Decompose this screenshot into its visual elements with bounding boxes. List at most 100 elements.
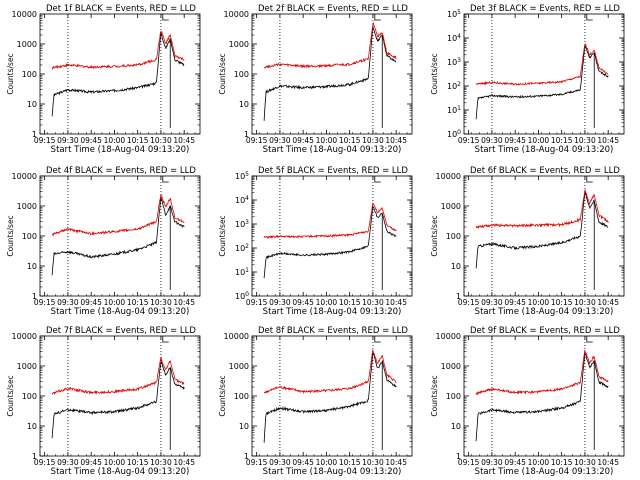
y-tick-label: 10000 bbox=[224, 332, 249, 341]
y-axis-label: Counts/sec bbox=[218, 53, 227, 94]
y-tick-label: 100 bbox=[447, 129, 461, 139]
detector-plot-1: Det 1f BLACK = Events, RED = LLD 1 10 100 10… bbox=[6, 4, 201, 155]
y-tick-label: 1000 bbox=[17, 40, 37, 49]
x-axis-label: Start Time (18-Aug-04 09:13:20) bbox=[51, 307, 190, 317]
chart-title: Det 1f BLACK = Events, RED = LLD bbox=[46, 4, 196, 14]
interval-marker bbox=[374, 176, 381, 183]
detector-plot-2: Det 2f BLACK = Events, RED = LLD 1 10 100 10… bbox=[218, 4, 413, 155]
x-tick-label: 10:00 bbox=[316, 458, 338, 467]
x-tick-label: 10:15 bbox=[339, 298, 361, 307]
plot-frame bbox=[39, 335, 201, 457]
x-tick-label: 10:45 bbox=[385, 298, 407, 307]
y-tick-label: 101 bbox=[235, 267, 249, 277]
y-tick-label: 104 bbox=[447, 33, 461, 43]
y-tick-label: 10 bbox=[451, 262, 461, 271]
interval-marker bbox=[374, 336, 381, 343]
detector-plot-3: Det 3f BLACK = Events, RED = LLD 100 101 10… bbox=[430, 4, 625, 155]
x-tick-label: 10:15 bbox=[127, 136, 149, 145]
detector-plot-6: Det 6f BLACK = Events, RED = LLD 1 10 100 10… bbox=[430, 166, 625, 317]
x-tick-label: 09:45 bbox=[292, 458, 314, 467]
x-tick-label: 10:30 bbox=[150, 298, 172, 307]
interval-marker bbox=[374, 14, 381, 21]
x-tick-label: 10:30 bbox=[150, 136, 172, 145]
x-tick-label: 09:15 bbox=[458, 458, 480, 467]
y-axis-label: Counts/sec bbox=[6, 215, 15, 256]
plot-frame bbox=[251, 335, 413, 457]
interval-marker bbox=[162, 176, 169, 183]
y-tick-label: 1 bbox=[244, 130, 249, 139]
x-tick-label: 09:15 bbox=[34, 298, 56, 307]
x-tick-label: 09:15 bbox=[458, 136, 480, 145]
y-tick-label: 1000 bbox=[229, 362, 249, 371]
x-tick-label: 09:45 bbox=[80, 458, 102, 467]
x-tick-label: 09:30 bbox=[57, 458, 79, 467]
x-axis-label: Start Time (18-Aug-04 09:13:20) bbox=[51, 467, 190, 477]
x-axis-label: Start Time (18-Aug-04 09:13:20) bbox=[263, 145, 402, 155]
events-series-line bbox=[475, 351, 609, 442]
y-tick-label: 1 bbox=[456, 292, 461, 301]
x-tick-label: 09:15 bbox=[34, 458, 56, 467]
events-series-line bbox=[263, 26, 397, 121]
x-tick-label: 10:15 bbox=[551, 298, 573, 307]
x-tick-label: 09:45 bbox=[292, 136, 314, 145]
y-tick-label: 10000 bbox=[12, 332, 37, 341]
x-tick-label: 10:00 bbox=[104, 136, 126, 145]
lld-series-line bbox=[263, 202, 397, 239]
y-tick-label: 100 bbox=[235, 291, 249, 301]
x-tick-label: 10:15 bbox=[551, 458, 573, 467]
y-tick-label: 105 bbox=[447, 9, 461, 19]
y-tick-label: 1 bbox=[456, 452, 461, 461]
x-tick-label: 10:30 bbox=[574, 298, 596, 307]
x-tick-label: 09:15 bbox=[246, 458, 268, 467]
y-axis-label: Counts/sec bbox=[218, 375, 227, 416]
y-tick-label: 100 bbox=[234, 392, 249, 401]
x-axis-label: Start Time (18-Aug-04 09:13:20) bbox=[475, 307, 614, 317]
y-tick-label: 105 bbox=[235, 171, 249, 181]
y-tick-label: 100 bbox=[234, 70, 249, 79]
chart-title: Det 4f BLACK = Events, RED = LLD bbox=[46, 166, 196, 176]
y-tick-label: 1 bbox=[32, 130, 37, 139]
chart-title: Det 8f BLACK = Events, RED = LLD bbox=[258, 326, 408, 336]
events-series-line bbox=[51, 196, 185, 276]
y-tick-label: 10 bbox=[27, 100, 37, 109]
x-tick-label: 10:45 bbox=[597, 136, 619, 145]
detector-plot-4: Det 4f BLACK = Events, RED = LLD 1 10 100 10… bbox=[6, 166, 201, 317]
x-tick-label: 09:30 bbox=[481, 136, 503, 145]
interval-marker bbox=[162, 336, 169, 343]
x-tick-label: 10:45 bbox=[385, 458, 407, 467]
x-tick-label: 10:45 bbox=[385, 136, 407, 145]
chart-title: Det 5f BLACK = Events, RED = LLD bbox=[258, 166, 408, 176]
x-tick-label: 10:15 bbox=[339, 136, 361, 145]
y-tick-label: 10000 bbox=[12, 10, 37, 19]
y-axis-label: Counts/sec bbox=[6, 53, 15, 94]
plot-frame bbox=[463, 335, 625, 457]
y-axis-label: Counts/sec bbox=[430, 53, 439, 94]
x-tick-label: 10:00 bbox=[528, 458, 550, 467]
y-tick-label: 100 bbox=[446, 232, 461, 241]
x-axis-label: Start Time (18-Aug-04 09:13:20) bbox=[51, 145, 190, 155]
plot-frame bbox=[463, 175, 625, 297]
y-tick-label: 100 bbox=[22, 70, 37, 79]
x-tick-label: 09:15 bbox=[34, 136, 56, 145]
lld-series-line bbox=[264, 21, 397, 69]
x-tick-label: 09:15 bbox=[246, 298, 268, 307]
x-tick-label: 10:00 bbox=[316, 298, 338, 307]
lld-series-line bbox=[51, 31, 185, 70]
events-series-line bbox=[475, 191, 609, 269]
y-tick-label: 102 bbox=[235, 243, 249, 253]
y-tick-label: 100 bbox=[22, 232, 37, 241]
chart-title: Det 7f BLACK = Events, RED = LLD bbox=[46, 326, 196, 336]
y-tick-label: 1 bbox=[244, 452, 249, 461]
plot-frame bbox=[39, 13, 201, 135]
y-axis-label: Counts/sec bbox=[430, 375, 439, 416]
events-series-line bbox=[51, 360, 185, 439]
detector-plot-9: Det 9f BLACK = Events, RED = LLD 1 10 100 10… bbox=[430, 326, 625, 477]
y-tick-label: 10000 bbox=[224, 10, 249, 19]
x-tick-label: 09:45 bbox=[80, 136, 102, 145]
lld-series-line bbox=[51, 194, 185, 237]
y-tick-label: 102 bbox=[447, 81, 461, 91]
x-tick-label: 09:45 bbox=[504, 136, 526, 145]
x-tick-label: 09:15 bbox=[246, 136, 268, 145]
y-tick-label: 103 bbox=[447, 57, 461, 67]
y-axis-label: Counts/sec bbox=[218, 215, 227, 256]
